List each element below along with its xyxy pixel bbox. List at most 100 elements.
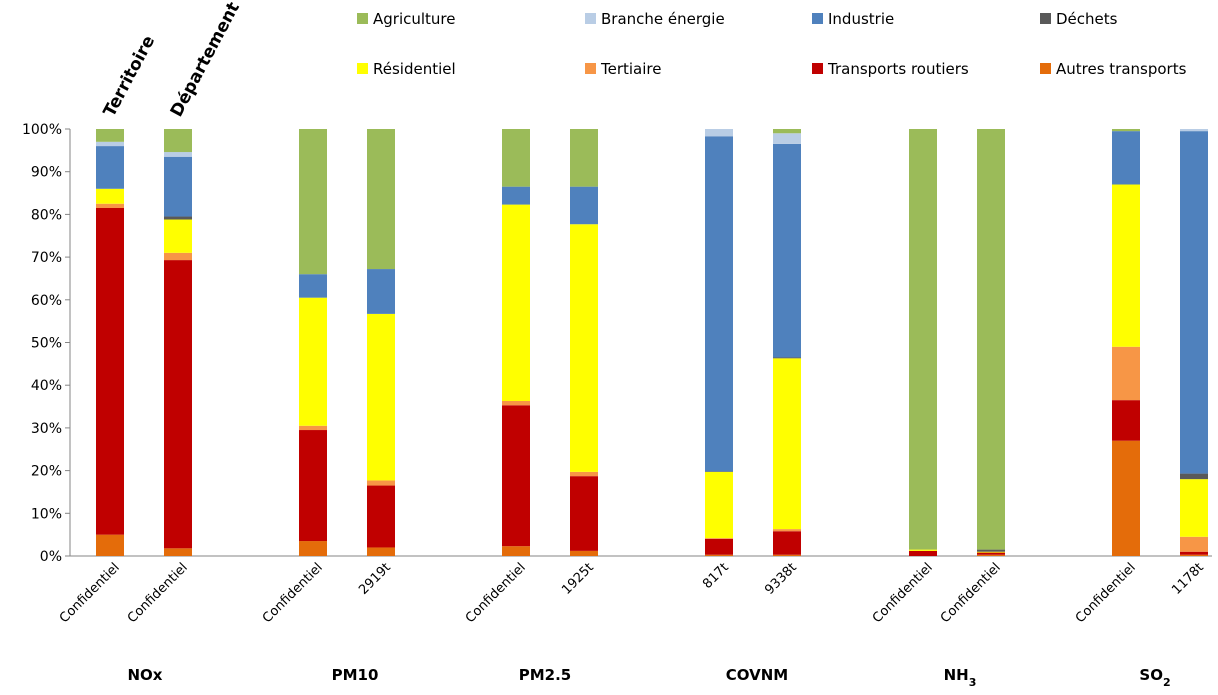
legend-label: Branche énergie xyxy=(601,10,725,28)
bar-segment-branche-nergie xyxy=(773,133,801,144)
bar-segment-tertiaire xyxy=(1112,347,1140,400)
legend-swatch-autres-transports xyxy=(1040,63,1051,74)
bar-segment-transports-routiers xyxy=(977,553,1005,555)
bar-segment-branche-nergie xyxy=(96,142,124,146)
bar-segment-transports-routiers xyxy=(1180,552,1208,555)
y-tick-label: 40% xyxy=(31,378,62,394)
legend-label: Industrie xyxy=(828,10,894,28)
bar-segment-tertiaire xyxy=(164,253,192,260)
bar-segment-industrie xyxy=(1112,131,1140,184)
legend-swatch-branche-nergie xyxy=(585,13,596,24)
bar-segment-r-sidentiel xyxy=(977,552,1005,553)
x-tick-label: 817t xyxy=(700,560,732,592)
x-tick-label: Confidentiel xyxy=(938,560,1004,626)
bar-segment-autres-transports xyxy=(977,555,1005,556)
bar-segment-d-chets xyxy=(977,550,1005,552)
column-header-departement: Département xyxy=(167,0,244,120)
bar-segment-r-sidentiel xyxy=(367,314,395,481)
bar-segment-autres-transports xyxy=(367,547,395,556)
y-tick-label: 50% xyxy=(31,336,62,352)
bar-segment-r-sidentiel xyxy=(502,205,530,401)
x-tick-label: 2919t xyxy=(356,560,394,598)
bar-segment-autres-transports xyxy=(299,541,327,556)
bar-segment-branche-nergie xyxy=(705,129,733,136)
bar-segment-industrie xyxy=(164,157,192,217)
bar-segment-r-sidentiel xyxy=(299,298,327,426)
bar-segment-tertiaire xyxy=(299,426,327,430)
bar-segment-industrie xyxy=(502,187,530,205)
x-tick-label: Confidentiel xyxy=(57,560,123,626)
legend-label: Autres transports xyxy=(1056,60,1187,78)
bar-segment-industrie xyxy=(96,146,124,189)
group-label: COVNM xyxy=(726,666,788,684)
legend-swatch-d-chets xyxy=(1040,13,1051,24)
bar-segment-branche-nergie xyxy=(164,152,192,157)
bar-segment-agriculture xyxy=(367,129,395,269)
group-label: NOx xyxy=(128,666,163,684)
y-tick-label: 0% xyxy=(40,549,62,565)
bar-segment-transports-routiers xyxy=(502,405,530,546)
bar-segment-tertiaire xyxy=(367,480,395,485)
legend-swatch-agriculture xyxy=(357,13,368,24)
bar-segment-autres-transports xyxy=(773,555,801,556)
y-tick-label: 90% xyxy=(31,165,62,181)
x-tick-label: Confidentiel xyxy=(1073,560,1139,626)
bar-segment-agriculture xyxy=(502,129,530,187)
x-tick-label: Confidentiel xyxy=(260,560,326,626)
legend-swatch-r-sidentiel xyxy=(357,63,368,74)
bar-segment-agriculture xyxy=(164,129,192,152)
x-tick-label: 1925t xyxy=(559,560,597,598)
bar-segment-autres-transports xyxy=(705,555,733,556)
y-tick-label: 70% xyxy=(31,250,62,266)
legend-label: Agriculture xyxy=(373,10,456,28)
bar-segment-agriculture xyxy=(977,129,1005,550)
bar-segment-autres-transports xyxy=(1112,441,1140,556)
bar-segment-d-chets xyxy=(773,357,801,358)
legend-swatch-industrie xyxy=(812,13,823,24)
bar-segment-r-sidentiel xyxy=(773,358,801,529)
bar-segment-industrie xyxy=(367,269,395,314)
x-tick-label: Confidentiel xyxy=(463,560,529,626)
bar-segment-agriculture xyxy=(96,129,124,142)
bar-segment-autres-transports xyxy=(164,548,192,556)
y-tick-label: 10% xyxy=(31,506,62,522)
legend-label: Tertiaire xyxy=(600,60,661,78)
legend-swatch-tertiaire xyxy=(585,63,596,74)
bar-segment-transports-routiers xyxy=(96,208,124,535)
x-tick-label: Confidentiel xyxy=(870,560,936,626)
bar-segment-d-chets xyxy=(1180,474,1208,480)
bar-segment-tertiaire xyxy=(1180,537,1208,552)
bar-segment-d-chets xyxy=(164,217,192,220)
bar-segment-transports-routiers xyxy=(773,531,801,554)
bar-segment-industrie xyxy=(705,136,733,471)
bar-segment-tertiaire xyxy=(570,472,598,476)
bar-segment-r-sidentiel xyxy=(909,550,937,551)
bar-segment-transports-routiers xyxy=(1112,400,1140,441)
bar-segment-industrie xyxy=(773,144,801,358)
bar-segment-branche-nergie xyxy=(1180,129,1208,131)
group-label: PM2.5 xyxy=(519,666,572,684)
x-tick-label: 1178t xyxy=(1169,560,1207,598)
x-tick-label: Confidentiel xyxy=(125,560,191,626)
bar-segment-autres-transports xyxy=(502,546,530,556)
bar-segment-r-sidentiel xyxy=(164,220,192,253)
bar-segment-autres-transports xyxy=(1180,555,1208,556)
bar-segment-autres-transports xyxy=(96,535,124,556)
bar-segment-autres-transports xyxy=(570,551,598,556)
y-tick-label: 20% xyxy=(31,464,62,480)
bar-segment-agriculture xyxy=(773,129,801,133)
bar-segment-transports-routiers xyxy=(570,476,598,551)
legend-label: Déchets xyxy=(1056,10,1118,28)
bar-segment-agriculture xyxy=(570,129,598,187)
group-label: PM10 xyxy=(332,666,379,684)
bar-segment-industrie xyxy=(570,187,598,225)
bar-segment-transports-routiers xyxy=(705,539,733,555)
bar-segment-r-sidentiel xyxy=(96,189,124,204)
legend-label: Résidentiel xyxy=(373,60,456,78)
bar-segment-tertiaire xyxy=(502,401,530,405)
y-tick-label: 80% xyxy=(31,207,62,223)
legend-label: Transports routiers xyxy=(827,60,969,78)
column-header-territoire: Territoire xyxy=(100,32,159,120)
bar-segment-transports-routiers xyxy=(367,486,395,548)
